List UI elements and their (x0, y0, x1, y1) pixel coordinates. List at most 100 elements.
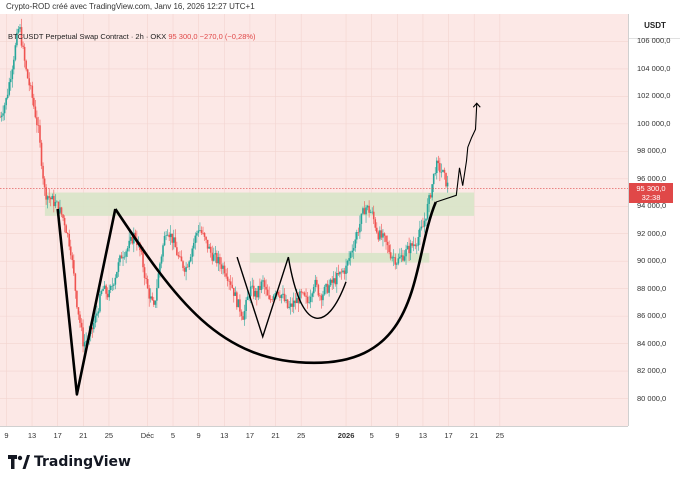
candle-body (168, 234, 170, 238)
candle-body (385, 235, 387, 242)
candle-body (2, 113, 4, 116)
candle-body (191, 248, 194, 257)
candle-body (406, 245, 409, 250)
candle-body (31, 85, 34, 98)
candle-body (272, 295, 275, 300)
candle-body (291, 303, 294, 307)
candle-body (439, 163, 441, 173)
candle-body (262, 280, 264, 282)
candle-body (306, 296, 309, 303)
candle-body (312, 287, 315, 294)
candle-body (117, 262, 120, 272)
candle-body (223, 265, 226, 274)
candle-body (320, 295, 323, 301)
candle-body (176, 247, 178, 256)
candle-body (25, 60, 27, 70)
candle-body (319, 295, 321, 297)
candle-body (245, 299, 247, 312)
legend-symbol: BTCUSDT Perpetual Swap Contract · 2h · O… (8, 32, 167, 41)
tradingview-logo[interactable]: TradingView (8, 453, 131, 471)
candle-body (56, 201, 58, 203)
candle-body (85, 341, 87, 343)
candle-body (243, 311, 246, 320)
y-tick-label: 96 000,0 (637, 173, 667, 183)
drawing-layer (56, 102, 481, 396)
y-tick-label: 94 000,0 (637, 201, 667, 211)
candle-body (328, 285, 330, 293)
candle-body (76, 290, 78, 308)
candle-body (322, 294, 324, 301)
candle-body (303, 292, 306, 296)
candle-body (403, 256, 406, 261)
candle-body (5, 98, 7, 106)
candle-body (263, 280, 266, 287)
candle-body (345, 265, 347, 274)
candle-body (417, 237, 420, 246)
candle-body (237, 299, 240, 308)
candle-body (28, 78, 31, 86)
candle-body (239, 299, 241, 312)
candle-body (143, 267, 146, 278)
candle-body (326, 284, 329, 293)
candle-body (179, 256, 181, 257)
candle-body (302, 292, 304, 294)
candle-body (109, 285, 112, 291)
candle-body (145, 277, 147, 279)
candle-body (348, 258, 350, 261)
x-tick-label: 25 (495, 431, 504, 440)
candle-body (266, 289, 269, 296)
candle-body (152, 300, 155, 305)
candle-body (419, 228, 421, 238)
candle-body (437, 160, 440, 164)
candle-body (249, 286, 252, 297)
chart-svg[interactable] (0, 14, 628, 426)
candle-body (172, 237, 175, 243)
candle-body (113, 284, 115, 286)
candle-body (257, 285, 260, 298)
candle-body (26, 69, 29, 79)
candle-body (126, 248, 129, 252)
x-tick-label: 9 (395, 431, 400, 440)
candle-body (412, 244, 415, 246)
candle-body (42, 165, 44, 179)
candle-layer (0, 18, 449, 353)
candle-body (268, 295, 270, 300)
candle-body (192, 242, 195, 249)
zone-layer (44, 192, 475, 263)
candle-body (392, 257, 395, 258)
candle-body (186, 266, 189, 268)
tradingview-brand-text: TradingView (34, 454, 131, 470)
tradingview-logo-icon (8, 455, 30, 469)
candle-body (13, 59, 15, 70)
x-tick-label: 25 (297, 431, 306, 440)
candle-body (160, 256, 163, 264)
candle-body (99, 293, 101, 312)
candle-body (66, 232, 69, 234)
candle-body (111, 285, 114, 287)
y-tick-label: 104 000,0 (637, 63, 671, 73)
candle-body (369, 212, 372, 213)
header-caption: Crypto-ROD créé avec TradingView.com, Ja… (6, 2, 255, 11)
candle-body (100, 291, 103, 294)
candle-body (405, 249, 407, 257)
candle-body (57, 201, 60, 213)
candle-body (371, 211, 373, 213)
candle-body (289, 303, 292, 307)
y-tick-label: 102 000,0 (637, 91, 671, 101)
candle-body (40, 142, 43, 166)
candle-body (45, 187, 47, 200)
candle-body (169, 233, 172, 238)
time-axis[interactable]: 9 13 17 21 25 Déc 5 9 13 17 21 25 2026 5 9 13 17 21 25 (0, 426, 628, 444)
candle-body (256, 291, 258, 298)
chart-plot-area[interactable]: BTCUSDT Perpetual Swap Contract · 2h · O… (0, 14, 628, 426)
current-price-value: 95 300,0 (636, 184, 666, 194)
candle-body (379, 230, 381, 240)
candle-body (442, 169, 444, 172)
currency-label[interactable]: USDT (629, 14, 680, 39)
price-axis[interactable]: USDT 80 000,0 82 000,0 84 000,0 86 000,0 88 … (628, 14, 680, 426)
candle-body (389, 252, 392, 259)
candle-body (163, 235, 166, 246)
candle-body (82, 327, 84, 347)
candle-body (69, 246, 72, 256)
candle-body (316, 279, 318, 285)
